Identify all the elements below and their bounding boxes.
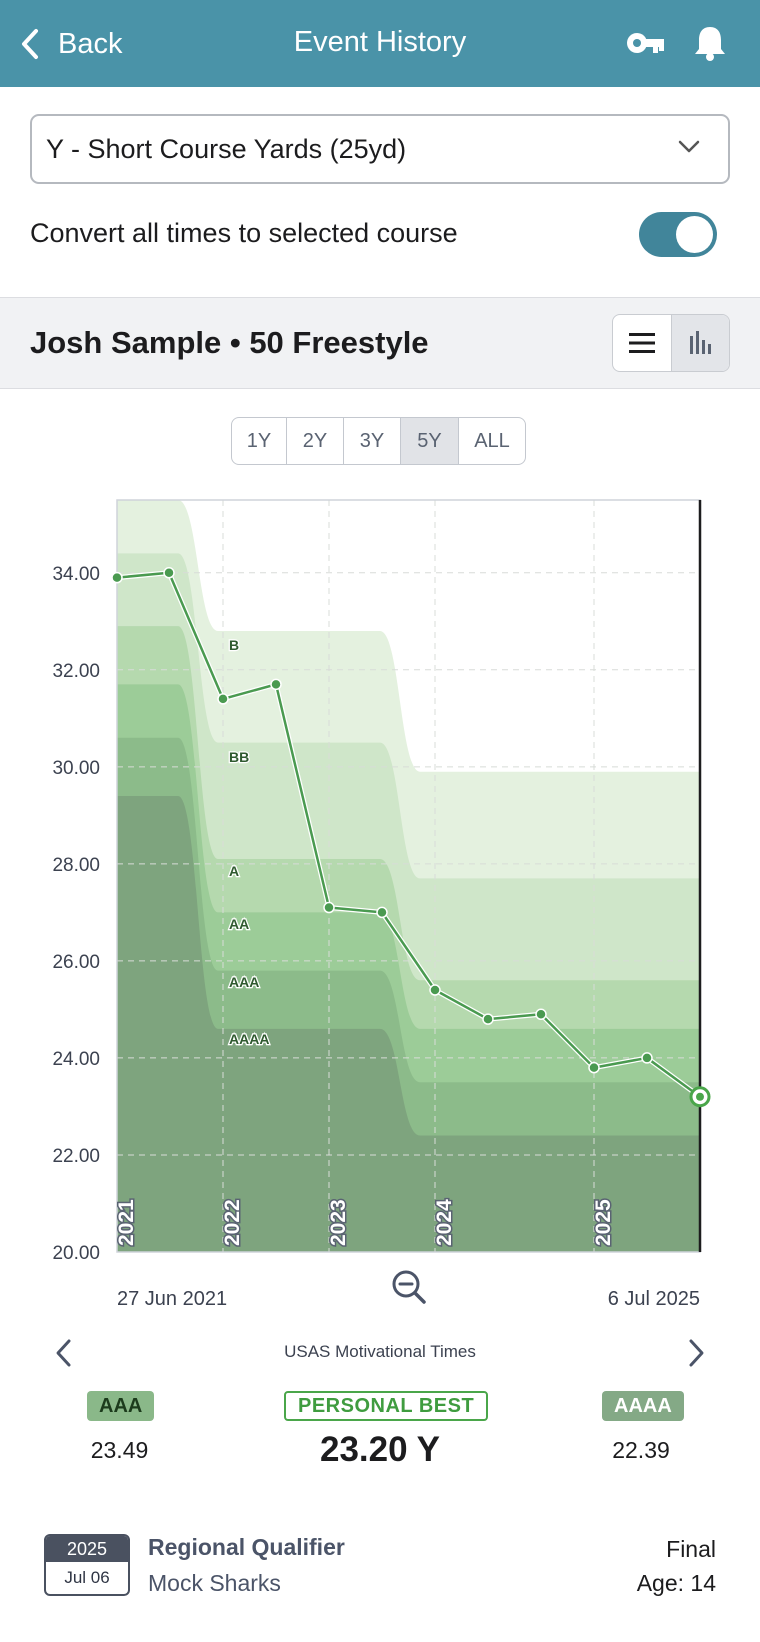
data-point	[535, 1008, 547, 1021]
key-icon[interactable]	[626, 28, 666, 58]
band-label-bb: BB	[229, 749, 249, 765]
year-label: 2025	[592, 1199, 615, 1246]
list-view-button[interactable]	[613, 315, 671, 371]
data-point	[641, 1052, 653, 1064]
y-tick-label: 24.00	[52, 1049, 100, 1070]
bar-chart-icon	[690, 331, 712, 354]
series-line	[116, 571, 701, 1098]
range-1y-button[interactable]: 1Y	[232, 418, 287, 464]
next-standard-icon[interactable]	[686, 1338, 706, 1368]
data-point	[588, 1061, 600, 1074]
data-point	[270, 678, 282, 691]
range-selector: 1Y 2Y 3Y 5Y ALL	[231, 417, 526, 465]
chevron-left-icon	[22, 29, 38, 59]
data-point	[163, 567, 175, 579]
data-point	[111, 571, 123, 584]
data-point	[217, 693, 229, 705]
chevron-down-icon	[678, 140, 700, 153]
data-point	[482, 1013, 494, 1025]
page-title: Event History	[293, 26, 467, 58]
toggle-knob	[676, 216, 713, 253]
chart-start-date: 27 Jun 2021	[117, 1288, 228, 1310]
range-all-button[interactable]: ALL	[474, 429, 510, 452]
list-icon	[628, 333, 655, 353]
standard-left-time: 23.49	[90, 1437, 149, 1463]
result-round: Final	[666, 1536, 716, 1562]
y-tick-label: 28.00	[52, 855, 100, 876]
y-tick-label: 30.00	[52, 758, 100, 779]
y-tick-label: 26.00	[52, 952, 100, 973]
range-3y-button[interactable]: 3Y	[344, 418, 401, 464]
course-select-value: Y - Short Course Yards (25yd)	[46, 133, 407, 164]
year-label: 2022	[221, 1199, 244, 1246]
event-section-header: Josh Sample • 50 Freestyle	[0, 297, 760, 389]
result-date-badge: 2025 Jul 06	[44, 1534, 130, 1596]
event-history-chart: 34.00 32.00 30.00 28.00 26.00 24.00 22.00 20.00…	[52, 499, 711, 1260]
course-select[interactable]: Y - Short Course Yards (25yd)	[30, 114, 730, 184]
data-point	[323, 901, 335, 914]
view-toggle	[612, 314, 730, 372]
convert-times-label: Convert all times to selected course	[30, 218, 458, 248]
personal-best-badge: PERSONAL BEST	[284, 1391, 489, 1421]
band-label-aa: AA	[229, 916, 249, 932]
range-5y-button[interactable]: 5Y	[401, 418, 459, 464]
year-label: 2021	[115, 1199, 138, 1246]
top-bar: Back Event History	[0, 0, 760, 87]
prev-standard-icon[interactable]	[54, 1338, 74, 1368]
result-date: Jul 06	[64, 1568, 110, 1587]
band-label-a: A	[229, 863, 239, 879]
data-point	[376, 906, 388, 919]
y-tick-label: 20.00	[52, 1243, 100, 1260]
y-tick-label: 22.00	[52, 1146, 100, 1167]
bell-icon[interactable]	[693, 24, 727, 62]
zoom-out-icon[interactable]	[390, 1268, 428, 1306]
swimmer-event-title: Josh Sample • 50 Freestyle	[30, 325, 429, 360]
year-label: 2023	[327, 1199, 350, 1246]
data-point	[429, 984, 441, 996]
convert-times-toggle[interactable]	[639, 212, 717, 257]
standard-band-aaaa	[117, 795, 700, 1252]
back-button[interactable]: Back	[20, 26, 122, 62]
team-name: Mock Sharks	[148, 1570, 281, 1596]
personal-best-time: 23.20 Y	[319, 1430, 441, 1469]
standard-right-badge: AAAA	[602, 1391, 684, 1421]
chart-view-button[interactable]	[670, 315, 729, 371]
range-2y-button[interactable]: 2Y	[287, 418, 344, 464]
swimmer-age: Age: 14	[636, 1570, 716, 1596]
chart-end-date: 6 Jul 2025	[607, 1288, 700, 1310]
meet-name[interactable]: Regional Qualifier	[148, 1534, 345, 1560]
back-label: Back	[58, 27, 123, 60]
band-label-aaa: AAA	[229, 974, 259, 990]
standard-right-time: 22.39	[612, 1437, 670, 1463]
y-tick-label: 34.00	[52, 564, 100, 585]
standard-name: USAS Motivational Times	[284, 1342, 476, 1361]
result-year: 2025	[46, 1536, 128, 1562]
latest-point-core	[696, 1092, 704, 1101]
standard-left-badge: AAA	[87, 1391, 155, 1421]
band-label-aaaa: AAAA	[229, 1031, 269, 1047]
year-label: 2024	[433, 1199, 456, 1246]
band-label-b: B	[229, 637, 239, 653]
y-tick-label: 32.00	[52, 661, 100, 682]
